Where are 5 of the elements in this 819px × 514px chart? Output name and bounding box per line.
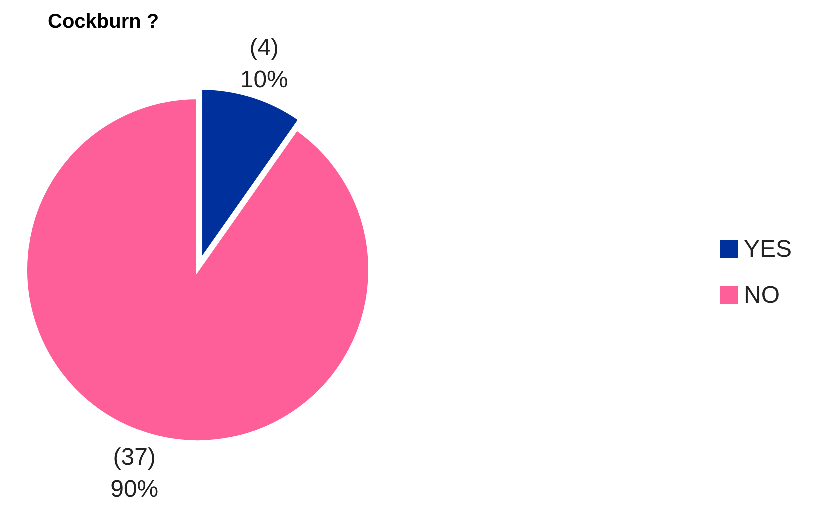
data-label: (37) 90% [110,444,159,504]
legend-label: NO [744,282,780,309]
data-label: (4) 10% [240,34,288,94]
legend-label: YES [744,236,792,263]
chart-title: Cockburn ? [48,11,160,33]
